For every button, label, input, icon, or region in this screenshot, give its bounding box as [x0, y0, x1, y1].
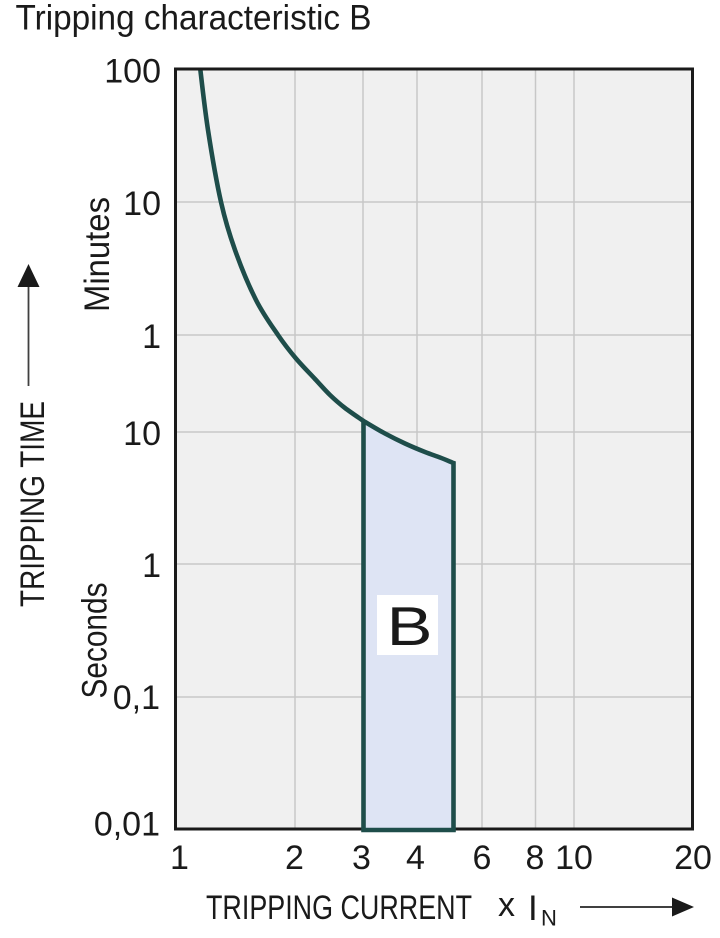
svg-text:N: N [541, 906, 557, 931]
svg-text:I: I [528, 889, 538, 928]
svg-text:10: 10 [555, 839, 593, 877]
svg-text:8: 8 [526, 839, 545, 877]
svg-text:0,01: 0,01 [94, 806, 160, 844]
svg-text:TRIPPING CURRENT: TRIPPING CURRENT [206, 889, 472, 927]
svg-text:1: 1 [170, 839, 189, 877]
svg-text:1: 1 [142, 547, 161, 585]
svg-text:x: x [498, 886, 515, 924]
svg-text:100: 100 [104, 53, 161, 91]
svg-text:Seconds: Seconds [76, 583, 115, 699]
svg-text:20: 20 [674, 839, 712, 877]
svg-text:1: 1 [142, 318, 161, 356]
svg-text:6: 6 [473, 839, 492, 877]
svg-text:2: 2 [285, 839, 304, 877]
svg-text:4: 4 [406, 839, 425, 877]
svg-text:3: 3 [352, 839, 371, 877]
svg-text:B: B [387, 596, 433, 657]
svg-text:0,1: 0,1 [113, 679, 160, 717]
svg-text:Minutes: Minutes [78, 197, 117, 312]
svg-text:10: 10 [123, 185, 161, 223]
svg-text:Tripping characteristic B: Tripping characteristic B [16, 0, 372, 38]
svg-text:TRIPPING TIME: TRIPPING TIME [14, 401, 52, 607]
svg-text:10: 10 [123, 415, 161, 453]
